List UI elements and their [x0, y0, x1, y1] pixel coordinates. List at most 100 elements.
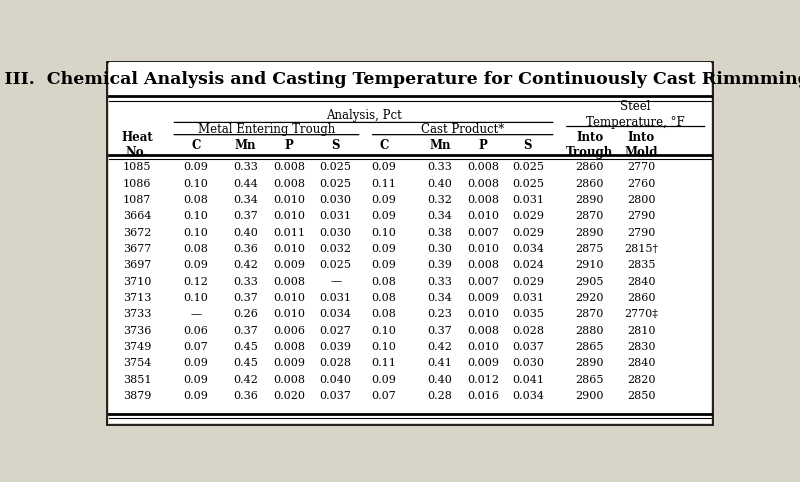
Text: 0.33: 0.33	[234, 277, 258, 287]
Text: 0.010: 0.010	[273, 195, 305, 205]
Text: 3736: 3736	[123, 326, 151, 335]
Text: 0.009: 0.009	[273, 358, 305, 368]
Text: 0.041: 0.041	[512, 375, 544, 385]
Text: 0.031: 0.031	[320, 211, 352, 221]
Text: Mn: Mn	[429, 139, 450, 152]
Text: 0.020: 0.020	[273, 391, 305, 401]
Text: 0.032: 0.032	[320, 244, 352, 254]
Text: 0.016: 0.016	[467, 391, 499, 401]
Text: 0.030: 0.030	[320, 195, 352, 205]
Text: 2900: 2900	[575, 391, 604, 401]
Text: 0.09: 0.09	[371, 375, 396, 385]
Text: C: C	[379, 139, 389, 152]
Text: 2920: 2920	[575, 293, 604, 303]
Text: 0.09: 0.09	[184, 358, 209, 368]
Text: 0.30: 0.30	[427, 244, 452, 254]
Text: 0.025: 0.025	[512, 162, 544, 173]
Text: 0.008: 0.008	[273, 162, 305, 173]
Text: C: C	[191, 139, 201, 152]
Text: 1086: 1086	[123, 179, 151, 188]
Text: 0.008: 0.008	[273, 277, 305, 287]
Text: 0.37: 0.37	[427, 326, 452, 335]
Text: —: —	[330, 277, 341, 287]
Text: 0.010: 0.010	[273, 293, 305, 303]
Text: 0.008: 0.008	[273, 342, 305, 352]
Text: 2790: 2790	[627, 211, 655, 221]
Text: 2910: 2910	[575, 260, 604, 270]
Text: 2835: 2835	[627, 260, 655, 270]
Text: 2865: 2865	[575, 375, 604, 385]
Text: 0.029: 0.029	[512, 228, 544, 238]
Text: 3754: 3754	[123, 358, 151, 368]
Text: 0.07: 0.07	[184, 342, 209, 352]
Text: 2770‡: 2770‡	[624, 309, 658, 319]
Text: 2860: 2860	[575, 179, 604, 188]
Text: 0.08: 0.08	[371, 293, 396, 303]
Text: 0.028: 0.028	[320, 358, 352, 368]
Text: 0.42: 0.42	[234, 260, 258, 270]
Text: Mn: Mn	[235, 139, 257, 152]
Text: 0.034: 0.034	[320, 309, 352, 319]
Text: 0.09: 0.09	[184, 260, 209, 270]
Text: 0.23: 0.23	[427, 309, 452, 319]
Text: 0.010: 0.010	[273, 244, 305, 254]
Text: 0.040: 0.040	[320, 375, 352, 385]
Text: 2830: 2830	[627, 342, 655, 352]
Text: 0.009: 0.009	[467, 358, 499, 368]
Text: 0.028: 0.028	[512, 326, 544, 335]
Text: 0.008: 0.008	[273, 179, 305, 188]
Text: 3851: 3851	[123, 375, 151, 385]
FancyBboxPatch shape	[107, 62, 713, 425]
Text: 3672: 3672	[123, 228, 151, 238]
Text: Cast Product*: Cast Product*	[421, 122, 504, 135]
Text: 2870: 2870	[576, 309, 604, 319]
Text: P: P	[478, 139, 487, 152]
Text: 0.36: 0.36	[234, 244, 258, 254]
Text: 0.031: 0.031	[512, 195, 544, 205]
Text: 0.006: 0.006	[273, 326, 305, 335]
Text: 0.009: 0.009	[273, 260, 305, 270]
Text: 0.008: 0.008	[273, 375, 305, 385]
Text: 0.09: 0.09	[371, 244, 396, 254]
Text: 2865: 2865	[575, 342, 604, 352]
Text: 0.030: 0.030	[320, 228, 352, 238]
Text: 0.33: 0.33	[427, 162, 452, 173]
Text: 0.008: 0.008	[467, 179, 499, 188]
Text: 0.12: 0.12	[184, 277, 209, 287]
Text: 2760: 2760	[627, 179, 655, 188]
Text: 0.09: 0.09	[371, 260, 396, 270]
Text: 3749: 3749	[123, 342, 151, 352]
Text: 2840: 2840	[627, 358, 655, 368]
Text: 0.39: 0.39	[427, 260, 452, 270]
Text: 3664: 3664	[123, 211, 151, 221]
Text: 0.37: 0.37	[234, 326, 258, 335]
Text: 0.45: 0.45	[234, 342, 258, 352]
Text: 0.029: 0.029	[512, 277, 544, 287]
Text: 0.010: 0.010	[273, 211, 305, 221]
Text: 0.08: 0.08	[184, 195, 209, 205]
Text: 2800: 2800	[627, 195, 655, 205]
Text: 0.08: 0.08	[184, 244, 209, 254]
Text: S: S	[331, 139, 340, 152]
Text: 0.010: 0.010	[467, 211, 499, 221]
Text: 2840: 2840	[627, 277, 655, 287]
Text: 0.034: 0.034	[512, 391, 544, 401]
Text: 0.41: 0.41	[427, 358, 452, 368]
Text: 0.09: 0.09	[184, 162, 209, 173]
FancyBboxPatch shape	[110, 62, 710, 423]
Text: 2905: 2905	[575, 277, 604, 287]
Text: 0.029: 0.029	[512, 211, 544, 221]
Text: 0.08: 0.08	[371, 277, 396, 287]
Text: 0.33: 0.33	[427, 277, 452, 287]
Text: 0.10: 0.10	[184, 293, 209, 303]
Text: Metal Entering Trough: Metal Entering Trough	[198, 122, 334, 135]
Text: 0.09: 0.09	[371, 195, 396, 205]
Text: 0.07: 0.07	[371, 391, 396, 401]
Text: 0.34: 0.34	[427, 293, 452, 303]
Text: 0.031: 0.031	[512, 293, 544, 303]
Text: 0.008: 0.008	[467, 162, 499, 173]
Text: 0.26: 0.26	[234, 309, 258, 319]
Text: 3713: 3713	[123, 293, 151, 303]
Text: 2860: 2860	[627, 293, 655, 303]
Text: 0.40: 0.40	[427, 179, 452, 188]
